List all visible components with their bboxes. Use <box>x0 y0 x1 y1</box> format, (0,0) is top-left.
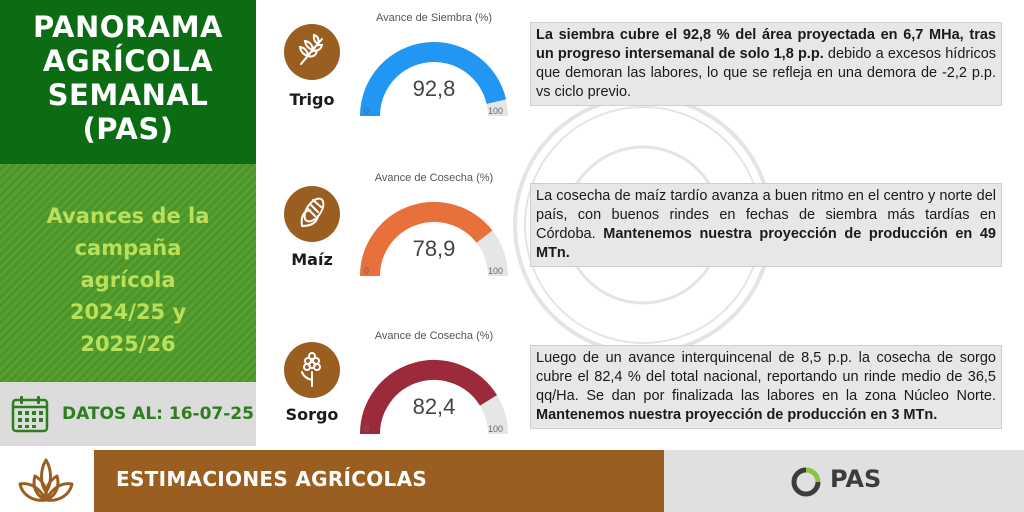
gauge-trigo: Avance de Siembra (%) 92,8 0 100 <box>358 12 510 122</box>
gauge-value: 82,4 <box>412 394 456 419</box>
gauge-max: 100 <box>488 106 504 116</box>
footer-band <box>94 450 664 512</box>
gauge-value: 78,9 <box>412 236 456 261</box>
crop-name-trigo: Trigo <box>289 90 335 109</box>
gauge-title: Avance de Cosecha (%) <box>374 330 494 342</box>
title-line: (PAS) <box>82 112 174 146</box>
pas-logo-text: PAS <box>830 465 882 493</box>
title-line: PANORAMA <box>32 10 224 44</box>
subtitle-line: 2025/26 <box>80 332 176 356</box>
sorghum-icon <box>301 352 321 387</box>
gauge-min: 0 <box>364 106 370 116</box>
gauge-value: 92,8 <box>412 76 456 101</box>
title-line: SEMANAL <box>47 78 209 112</box>
gauge-max: 100 <box>488 424 504 434</box>
footer-band-text: ESTIMACIONES AGRÍCOLAS <box>116 467 428 491</box>
corn-icon <box>300 197 325 227</box>
description-bold: Mantenemos nuestra proyección de producc… <box>536 226 996 261</box>
gauge-title: Avance de Siembra (%) <box>376 12 492 24</box>
description-text: La cosecha de maíz tardío avanza a buen … <box>536 188 996 242</box>
footer-logo-area <box>664 450 1024 512</box>
sorghum-icon-badge <box>284 342 340 398</box>
wheat-icon-badge <box>284 24 340 80</box>
crop-description-sorgo: Luego de un avance interquincenal de 8,5… <box>530 345 1002 429</box>
gauge-arc <box>360 360 508 435</box>
crop-description-maiz: La cosecha de maíz tardío avanza a buen … <box>530 183 1002 267</box>
gauge-maiz: Avance de Cosecha (%) 78,9 0 100 <box>358 172 510 282</box>
gauge-title: Avance de Cosecha (%) <box>374 172 494 184</box>
calendar-icon <box>11 396 49 433</box>
pas-logo-icon <box>791 467 821 497</box>
gauge-max: 100 <box>488 266 504 276</box>
title-panel <box>0 0 256 164</box>
wheat-icon <box>298 33 324 65</box>
gauge-min: 0 <box>364 424 370 434</box>
gauge-min: 0 <box>364 266 370 276</box>
gauge-fill <box>360 42 507 117</box>
gauge-arc <box>360 202 508 277</box>
gauge-sorgo: Avance de Cosecha (%) 82,4 0 100 <box>358 330 510 440</box>
subtitle-line: campaña <box>74 236 182 260</box>
subtitle-line: agrícola <box>80 268 176 292</box>
description-text: debido a excesos hídricos que demoran la… <box>536 46 997 100</box>
crop-name-maiz: Maíz <box>291 250 333 269</box>
date-label: DATOS AL: 16-07-25 <box>62 404 254 424</box>
campaign-panel <box>0 164 256 382</box>
subtitle-line: Avances de la <box>46 204 210 228</box>
title-line: AGRÍCOLA <box>42 44 214 78</box>
sprout-icon <box>18 458 74 502</box>
campaign-subtitle: Avances de la campaña agrícola 2024/25 y… <box>0 200 256 360</box>
corn-icon-badge <box>284 186 340 242</box>
gauge-fill <box>360 202 493 277</box>
crop-description-trigo: La siembra cubre el 92,8 % del área proy… <box>530 22 1002 106</box>
subtitle-line: 2024/25 y <box>69 300 187 324</box>
description-text: Luego de un avance interquincenal de 8,5… <box>536 350 996 404</box>
page-title: PANORAMA AGRÍCOLA SEMANAL (PAS) <box>0 10 256 146</box>
description-bold: La siembra cubre el 92,8 % del área proy… <box>536 27 996 62</box>
gauge-fill <box>360 360 497 435</box>
crop-name-sorgo: Sorgo <box>285 405 339 424</box>
description-bold: Mantenemos nuestra proyección de producc… <box>536 407 938 423</box>
gauge-arc <box>360 42 508 117</box>
